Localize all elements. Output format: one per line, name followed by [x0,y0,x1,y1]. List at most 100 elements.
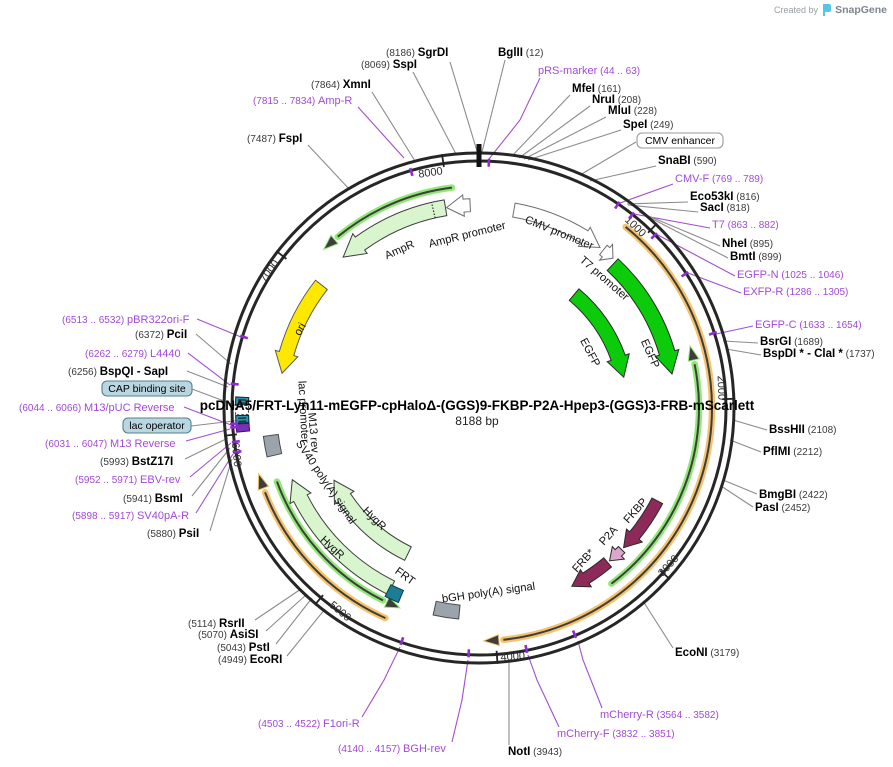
callout-pasi[interactable]: PasI (2452) [755,502,810,514]
callout-asisi[interactable]: (5070) AsiSI [198,629,258,641]
callout-bsshii[interactable]: BssHII (2108) [769,424,836,436]
callout-bstz17i[interactable]: (5993) BstZ17I [100,456,173,468]
callout-cmv-f[interactable]: CMV-F (769 .. 789) [675,173,763,185]
ori-arrow[interactable] [274,279,329,375]
label-m13-rev[interactable]: M13 rev [305,412,321,454]
lac-promoter-box[interactable] [234,404,250,416]
bgh-polya-box[interactable] [432,600,461,620]
callout-nhei[interactable]: NheI (895) [722,238,773,250]
callout-pflmi[interactable]: PflMI (2212) [763,446,822,458]
label-lac-promoter[interactable]: lac promoter [295,380,310,443]
label-egfp-inner[interactable]: EGFP [577,336,602,369]
p2a-arrow[interactable] [608,545,626,562]
callout-l4440-leader [187,352,231,386]
ring-tick-4000 [495,650,499,664]
callout-psti[interactable]: (5043) PstI [217,642,270,654]
callout-spei-leader [527,129,622,161]
callout-amp-r[interactable]: (7815 .. 7834) Amp-R [253,95,352,107]
callout-rsrii-leader [254,588,302,621]
callout-bsmi-leader [191,447,231,497]
callout-mlui[interactable]: MluI (228) [608,105,657,117]
callout-bmti[interactable]: BmtI (899) [730,251,782,263]
fkbp-arrow[interactable] [622,497,664,549]
callout-m13-reverse[interactable]: (6031 .. 6047) M13 Reverse [45,438,175,450]
t7-promoter-arrow[interactable] [598,243,614,261]
callout-eco53ki[interactable]: Eco53kI (816) [690,191,760,203]
callout-fspi[interactable]: (7487) FspI [247,133,302,145]
frb-arrow[interactable] [571,557,613,588]
cmv-enhancer-label[interactable]: CMV enhancer [645,135,716,147]
cmv-enhancer-label-box[interactable] [636,132,724,149]
callout-psii-leader [209,458,233,532]
label-bgh-polya[interactable]: bGH poly(A) signal [441,581,536,606]
callout-sgrdi[interactable]: (8186) SgrDI [386,47,448,59]
callout-ecori[interactable]: (4949) EcoRI [218,654,282,666]
callout-pbr322ori-f[interactable]: (6513 .. 6532) pBR322ori-F [62,314,190,326]
callout-mcherry-r[interactable]: mCherry-R (3564 .. 3582) [600,709,719,721]
callout-bglii[interactable]: BglII (12) [498,47,543,59]
callout-noti[interactable]: NotI (3943) [508,746,562,758]
callout-bsrgi[interactable]: BsrGI (1689) [760,336,823,348]
ring-tick-6000 [223,433,238,437]
ampr-arrow[interactable] [342,199,448,258]
cap-binding-site-label-box[interactable] [101,380,193,397]
callout-bsmi[interactable]: (5941) BsmI [123,493,183,505]
callout-t7[interactable]: T7 (863 .. 882) [712,219,779,231]
callout-bspdi-clai[interactable]: BspDI * - ClaI * (1737) [763,348,875,360]
ampr-promoter-arrow[interactable] [445,193,471,218]
callout-pflmi-leader [729,439,762,453]
callout-egfp-n[interactable]: EGFP-N (1025 .. 1046) [737,269,844,281]
callout-pcii-leader [195,333,232,365]
callout-f1ori-r[interactable]: (4503 .. 4522) F1ori-R [258,718,360,730]
callout-exfp-r[interactable]: EXFP-R (1286 .. 1305) [743,286,848,298]
callout-pcii[interactable]: (6372) PciI [135,329,187,341]
hygr-arrow-outer[interactable] [289,478,396,596]
cmv-enhancer-label-leader [579,141,637,176]
hygr-arrow-inner[interactable] [333,479,412,562]
callout-m13-puc-reverse[interactable]: (6044 .. 6066) M13/pUC Reverse [19,402,175,414]
label-ori[interactable]: ori [292,321,309,338]
callout-econi[interactable]: EcoNI (3179) [675,647,739,659]
lac-operator-label[interactable]: lac operator [129,420,185,432]
callout-bspqi-sapi[interactable]: (6256) BspQI - SapI [68,366,168,378]
callout-egfp-c[interactable]: EGFP-C (1633 .. 1654) [755,319,862,331]
lac-operator-box[interactable] [235,414,250,424]
frt-box[interactable] [384,584,405,604]
callout-prs-marker[interactable]: pRS-marker (44 .. 63) [538,65,640,77]
callout-psii[interactable]: (5880) PsiI [147,528,199,540]
sv40-polya-box[interactable] [262,433,283,458]
egfp-arrow-outer[interactable] [606,258,680,375]
snapgene-logo-icon [823,4,832,16]
callout-xmni[interactable]: (7864) XmnI [311,79,371,91]
callout-sspi[interactable]: (8069) SspI [361,59,417,71]
cap-binding-site-label[interactable]: CAP binding site [108,383,186,395]
egfp-arrow-inner[interactable] [568,288,630,379]
callout-mfei[interactable]: MfeI (161) [572,83,621,95]
primer-site-tick-4 [680,271,689,278]
callout-spei[interactable]: SpeI (249) [623,119,673,131]
m13-rev-box[interactable] [235,422,251,433]
callout-nrui[interactable]: NruI (208) [592,94,641,106]
callout-bmgbi[interactable]: BmgBI (2422) [759,489,828,501]
callout-f1ori-r-leader [361,646,401,718]
cmv-promoter-arrow[interactable] [512,202,601,249]
callout-sv40pa-r[interactable]: (5898 .. 5917) SV40pA-R [72,510,189,522]
tick-label-2000: 2000 [715,375,728,400]
callout-egfp-n-leader [655,233,736,277]
label-ampr[interactable]: AmpR [383,238,416,262]
callout-saci[interactable]: SacI (818) [700,202,750,214]
watermark-created-by: Created by [774,5,819,15]
callout-snabi[interactable]: SnaBI (590) [658,155,717,167]
callout-bgh-rev[interactable]: (4140 .. 4157) BGH-rev [338,743,446,755]
primer-site-tick-14 [230,382,239,386]
callout-l4440[interactable]: (6262 .. 6279) L4440 [85,348,181,360]
callout-ebv-rev[interactable]: (5952 .. 5971) EBV-rev [75,474,181,486]
label-ampr-promoter[interactable]: AmpR promoter [428,220,508,251]
lac-operator-label-box[interactable] [122,417,192,434]
callout-rsrii[interactable]: (5114) RsrII [188,618,245,630]
label-p2a[interactable]: P2A [597,524,620,548]
label-frt[interactable]: FRT [393,565,418,587]
callout-mcherry-f[interactable]: mCherry-F (3832 .. 3851) [557,728,675,740]
callout-snabi-leader [589,165,657,182]
callout-econi-leader [642,600,674,649]
